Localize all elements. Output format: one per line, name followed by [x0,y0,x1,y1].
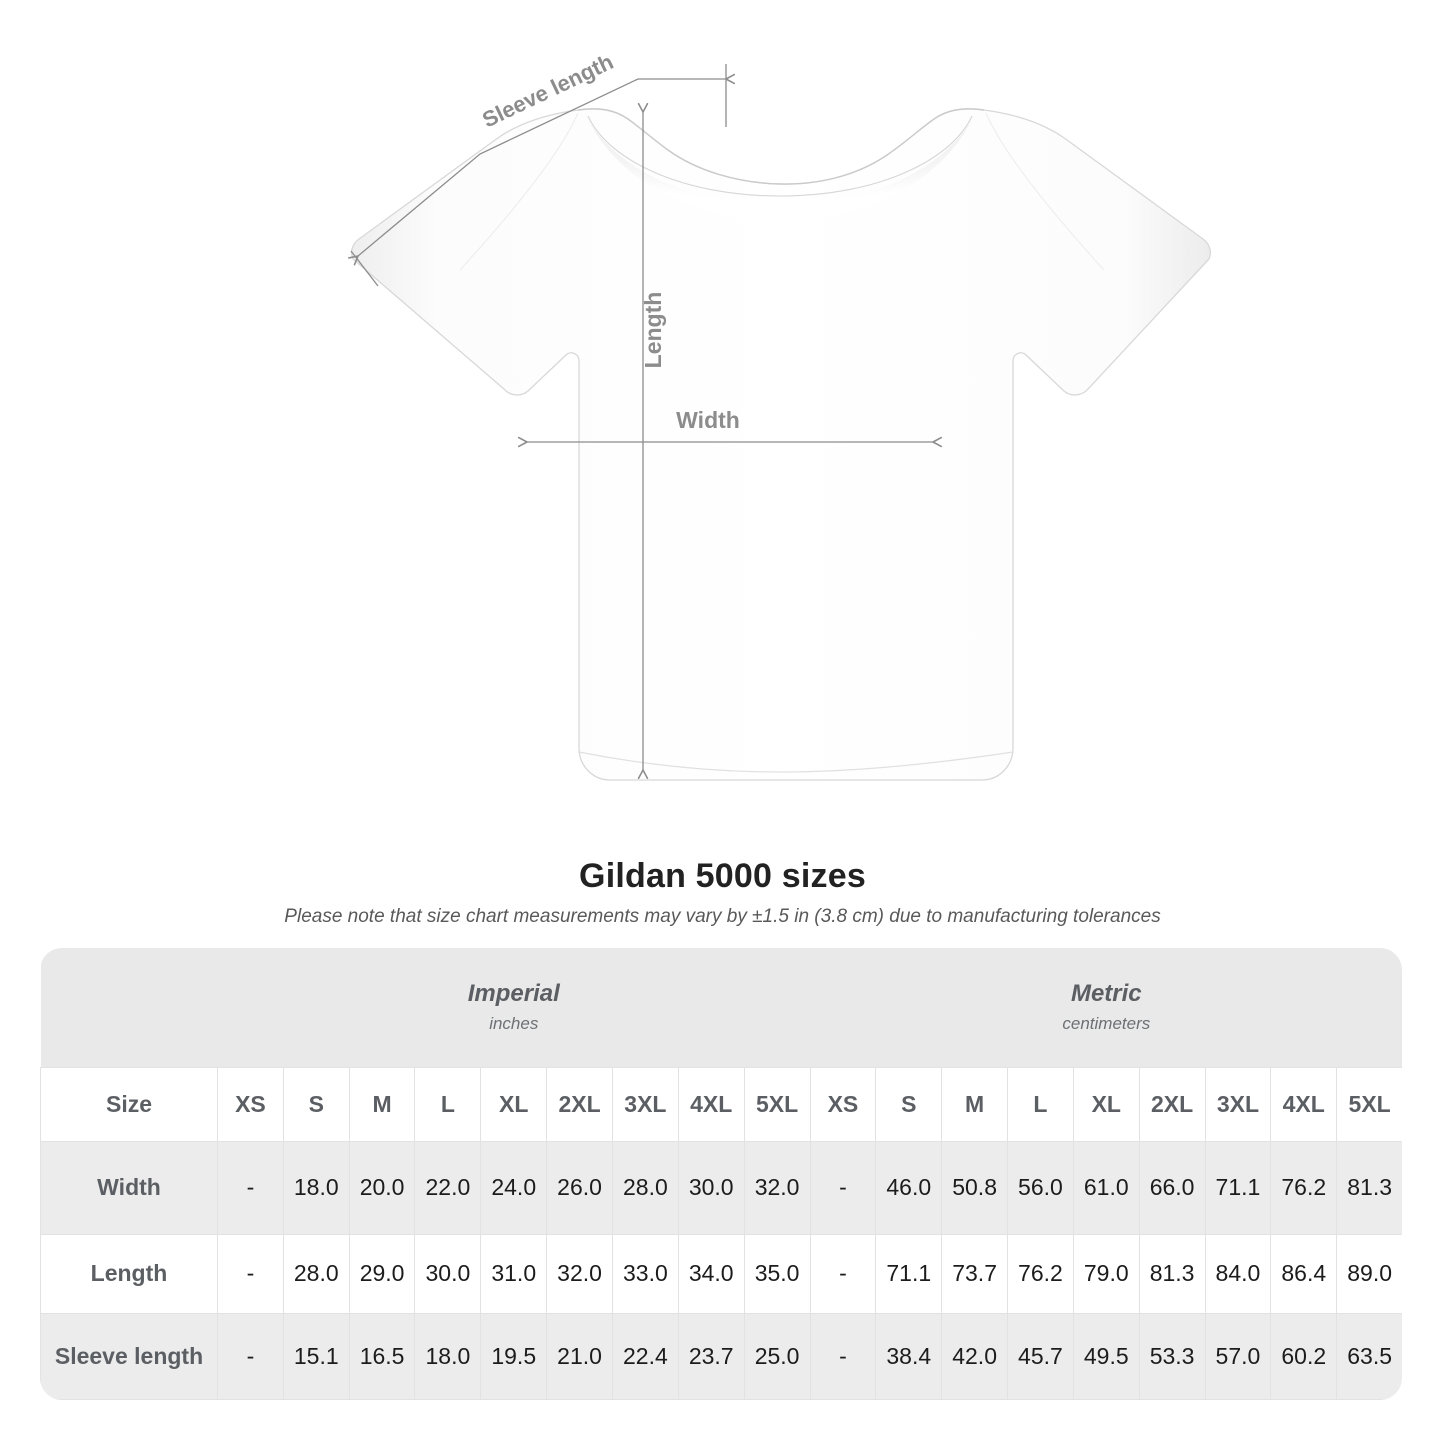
svg-text:Width: Width [676,407,740,433]
svg-text:Length: Length [640,292,666,369]
